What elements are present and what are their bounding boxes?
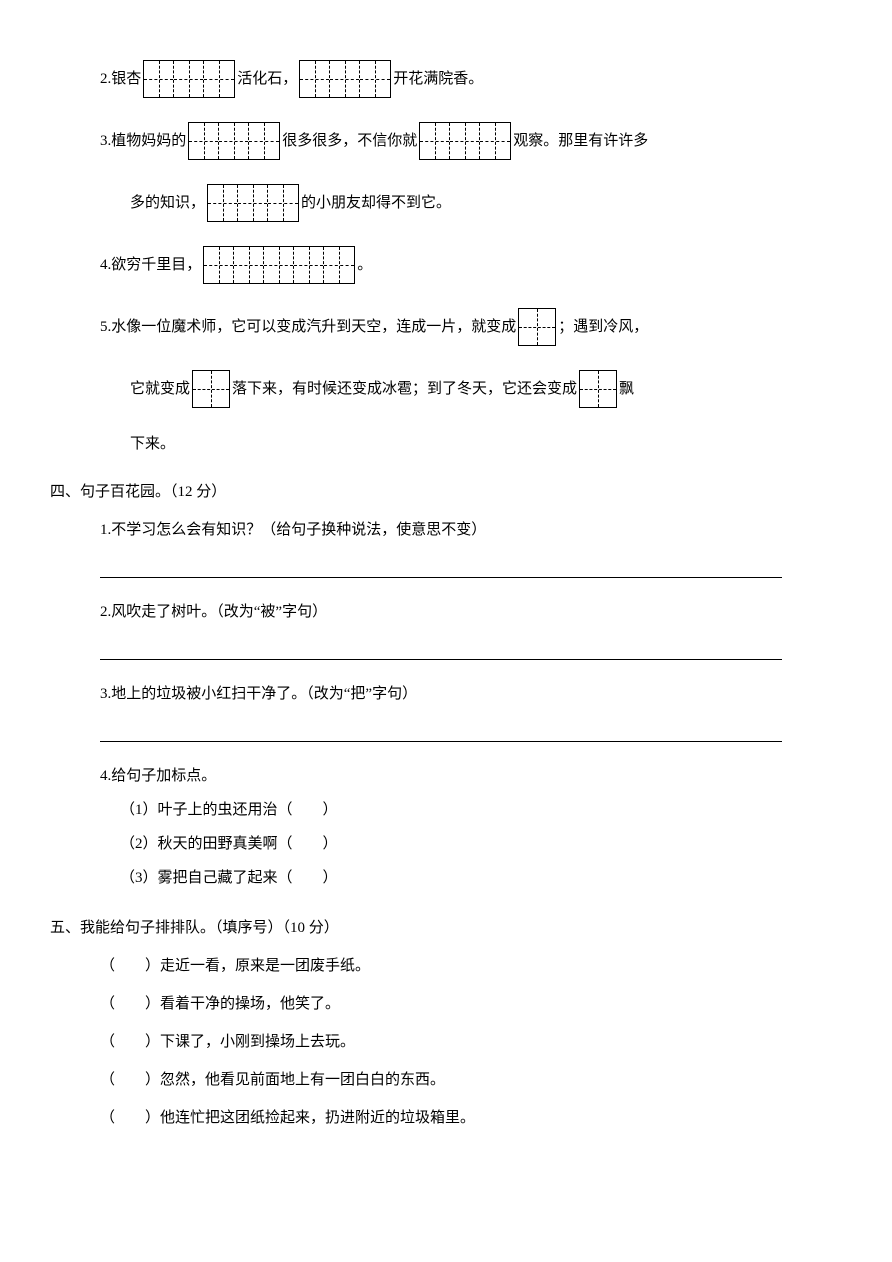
answer-boxes[interactable] [518, 308, 556, 346]
s5-l3: （ ）下课了，小刚到操场上去玩。 [100, 1030, 782, 1054]
answer-line[interactable] [100, 720, 782, 742]
q5-cont1b: 落下来，有时候还变成冰雹；到了冬天，它还会变成 [232, 377, 577, 401]
question-4: 4. 欲穷千里目， 。 [100, 246, 782, 284]
s5-l4: （ ）忽然，他看见前面地上有一团白白的东西。 [100, 1068, 782, 1092]
question-5-cont1: 它就变成 落下来，有时候还变成冰雹；到了冬天，它还会变成 飘 [100, 370, 782, 408]
question-5-cont2: 下来。 [100, 432, 782, 456]
q2-mid: 活化石， [237, 67, 297, 91]
question-3: 3. 植物妈妈的 很多很多，不信你就 观察。那里有许许多 [100, 122, 782, 160]
answer-line[interactable] [100, 556, 782, 578]
section-4-head: 四、句子百花园。（12 分） [50, 480, 782, 504]
answer-boxes[interactable] [192, 370, 230, 408]
section-5-head: 五、我能给句子排排队。（填序号）（10 分） [50, 916, 782, 940]
q3-mid2: 观察。那里有许许多 [513, 129, 648, 153]
s4-q4b: （2）秋天的田野真美啊（ ） [120, 832, 782, 856]
q2-pre: 银杏 [111, 67, 141, 91]
answer-boxes[interactable] [419, 122, 511, 160]
page-content: 2. 银杏 活化石， 开花满院香。 3. 植物妈妈的 很多很多，不信你就 观察。… [0, 0, 892, 1184]
q5-cont2: 下来。 [130, 432, 175, 456]
question-2: 2. 银杏 活化石， 开花满院香。 [100, 60, 782, 98]
q5-post1: ；遇到冷风， [558, 315, 648, 339]
answer-boxes[interactable] [143, 60, 235, 98]
q3-num: 3. [100, 129, 111, 153]
q3-cont2: 的小朋友却得不到它。 [301, 191, 451, 215]
answer-boxes[interactable] [203, 246, 355, 284]
answer-boxes[interactable] [188, 122, 280, 160]
s4-q4: 4.给句子加标点。 [100, 764, 782, 788]
answer-boxes[interactable] [299, 60, 391, 98]
s5-l5: （ ）他连忙把这团纸捡起来，扔进附近的垃圾箱里。 [100, 1106, 782, 1130]
q4-pre: 欲穷千里目， [111, 253, 201, 277]
s4-q1: 1.不学习怎么会有知识？（给句子换种说法，使意思不变） [100, 518, 782, 542]
q2-post: 开花满院香。 [393, 67, 483, 91]
s5-l1: （ ）走近一看，原来是一团废手纸。 [100, 954, 782, 978]
question-5: 5. 水像一位魔术师，它可以变成汽升到天空，连成一片，就变成 ；遇到冷风， [100, 308, 782, 346]
answer-boxes[interactable] [207, 184, 299, 222]
q4-num: 4. [100, 253, 111, 277]
q3-pre: 植物妈妈的 [111, 129, 186, 153]
q4-post: 。 [357, 253, 372, 277]
s5-l2: （ ）看着干净的操场，他笑了。 [100, 992, 782, 1016]
q5-cont1a: 它就变成 [130, 377, 190, 401]
q3-cont1: 多的知识， [130, 191, 205, 215]
q5-num: 5. [100, 315, 111, 339]
answer-boxes[interactable] [579, 370, 617, 408]
answer-line[interactable] [100, 638, 782, 660]
q5-pre: 水像一位魔术师，它可以变成汽升到天空，连成一片，就变成 [111, 315, 516, 339]
s4-q2: 2.风吹走了树叶。（改为“被”字句） [100, 600, 782, 624]
q5-cont1c: 飘 [619, 377, 634, 401]
question-3-cont: 多的知识， 的小朋友却得不到它。 [100, 184, 782, 222]
q3-mid1: 很多很多，不信你就 [282, 129, 417, 153]
s4-q3: 3.地上的垃圾被小红扫干净了。（改为“把”字句） [100, 682, 782, 706]
q2-num: 2. [100, 67, 111, 91]
s4-q4c: （3）雾把自己藏了起来（ ） [120, 866, 782, 890]
s4-q4a: （1）叶子上的虫还用治（ ） [120, 798, 782, 822]
